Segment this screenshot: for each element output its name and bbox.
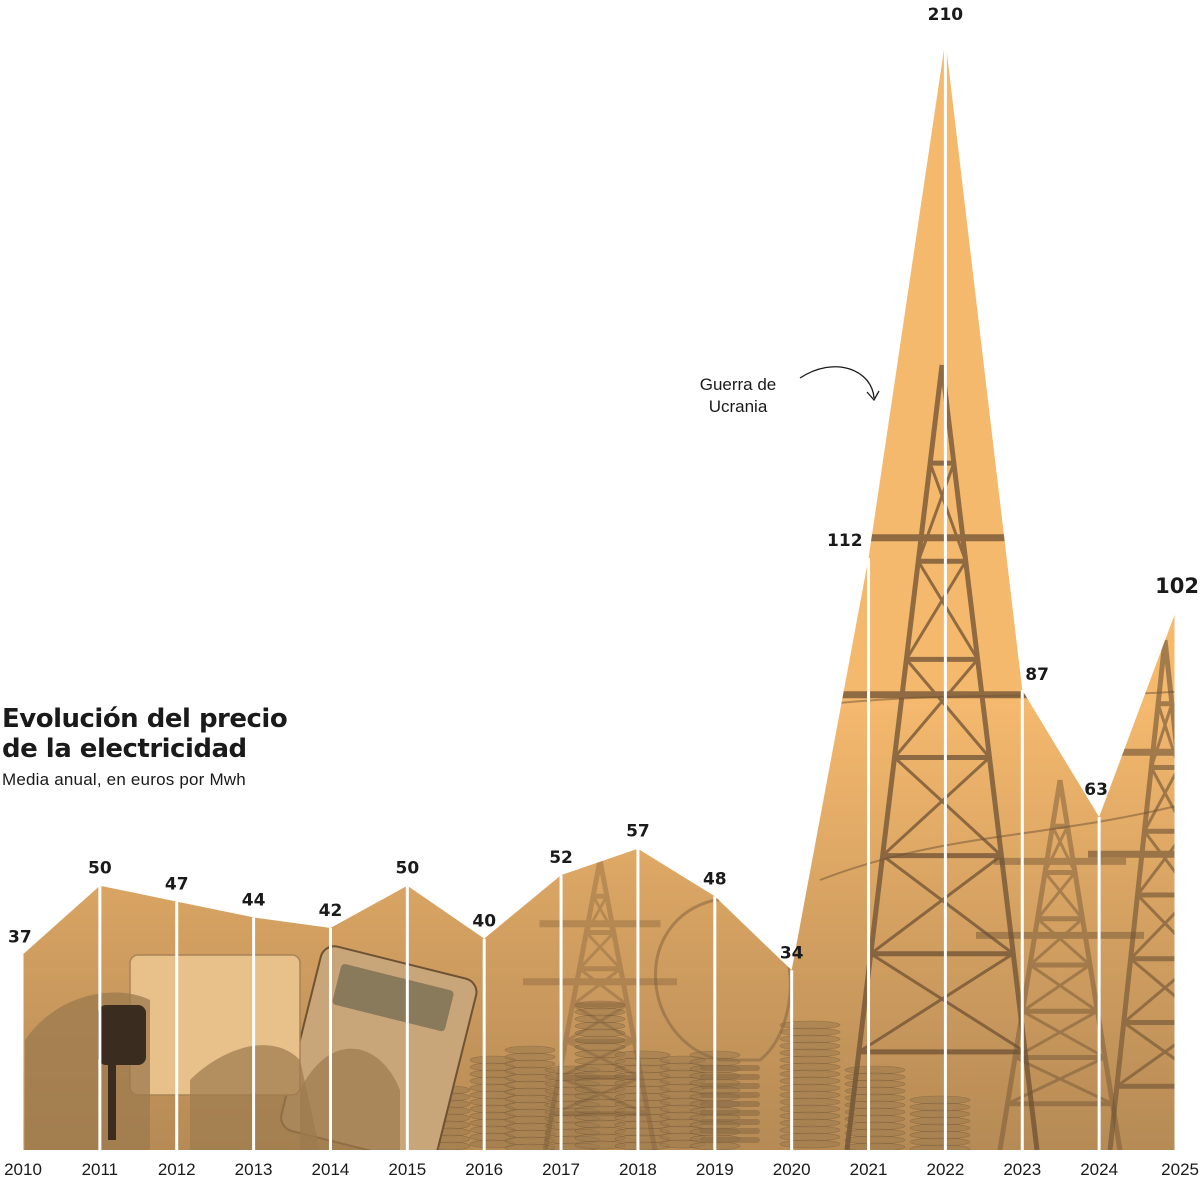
chart-title-line1: Evolución del precio (2, 704, 288, 734)
year-label-2022: 2022 (926, 1160, 964, 1179)
annotation-line2: Ucrania (709, 397, 768, 416)
annotation-arrowhead-icon (866, 390, 880, 402)
power-wire (819, 799, 1176, 881)
ukraine-war-annotation: Guerra de Ucrania (700, 366, 880, 416)
power-wire (819, 689, 1176, 706)
year-label-2023: 2023 (1003, 1160, 1041, 1179)
chart-title-line2: de la electricidad (2, 734, 247, 764)
title-block: Evolución del precio de la electricidad … (2, 704, 288, 792)
year-label-2018: 2018 (619, 1160, 657, 1179)
value-label-2023: 87 (1025, 665, 1049, 685)
coin-stack (614, 1050, 671, 1150)
coin-stack (469, 1055, 516, 1149)
coin-stack (504, 1045, 556, 1150)
value-label-2012: 47 (165, 875, 189, 895)
year-label-2017: 2017 (542, 1160, 580, 1179)
year-label-2013: 2013 (235, 1160, 273, 1179)
value-label-2019: 48 (703, 869, 727, 889)
year-dividers (22, 40, 1178, 1150)
year-label-2019: 2019 (696, 1160, 734, 1179)
value-label-2025: 102 (1155, 574, 1199, 598)
value-label-2022: 210 (928, 5, 964, 25)
year-label-2015: 2015 (388, 1160, 426, 1179)
value-label-2021: 112 (827, 531, 863, 551)
value-label-2011: 50 (88, 859, 112, 879)
year-axis: 2010 2011 2012 2013 2014 2015 2016 2017 2018 2019… (4, 1160, 1199, 1179)
value-label-2017: 52 (549, 848, 573, 868)
annotation-arrow-icon (799, 366, 875, 399)
year-label-2010: 2010 (4, 1160, 42, 1179)
power-pylon (1088, 639, 1176, 1150)
value-label-2020: 34 (780, 943, 804, 963)
value-label-2014: 42 (319, 901, 343, 921)
value-label-2013: 44 (242, 890, 266, 910)
value-labels: 37 50 47 44 42 50 40 52 57 48 34 112 210 87 63 102 (8, 5, 1199, 963)
chart-subtitle: Media anual, en euros por Mwh (2, 770, 246, 789)
power-pylon (976, 779, 1144, 1150)
value-label-2018: 57 (626, 822, 650, 842)
coin-stack (779, 1020, 841, 1149)
value-label-2016: 40 (472, 912, 496, 932)
coin-stack (909, 1095, 971, 1150)
year-label-2024: 2024 (1080, 1160, 1118, 1179)
coin-stack (844, 1065, 906, 1150)
year-label-2011: 2011 (82, 1160, 119, 1179)
power-pylon (523, 859, 677, 1150)
year-label-2014: 2014 (312, 1160, 350, 1179)
value-label-2015: 50 (395, 859, 419, 879)
year-label-2012: 2012 (158, 1160, 196, 1179)
annotation-line1: Guerra de (700, 375, 777, 394)
year-label-2016: 2016 (465, 1160, 503, 1179)
year-label-2025: 2025 (1161, 1160, 1199, 1179)
value-label-2010: 37 (8, 927, 32, 947)
year-label-2021: 2021 (850, 1160, 888, 1179)
value-label-2024: 63 (1084, 780, 1108, 800)
year-label-2020: 2020 (773, 1160, 811, 1179)
